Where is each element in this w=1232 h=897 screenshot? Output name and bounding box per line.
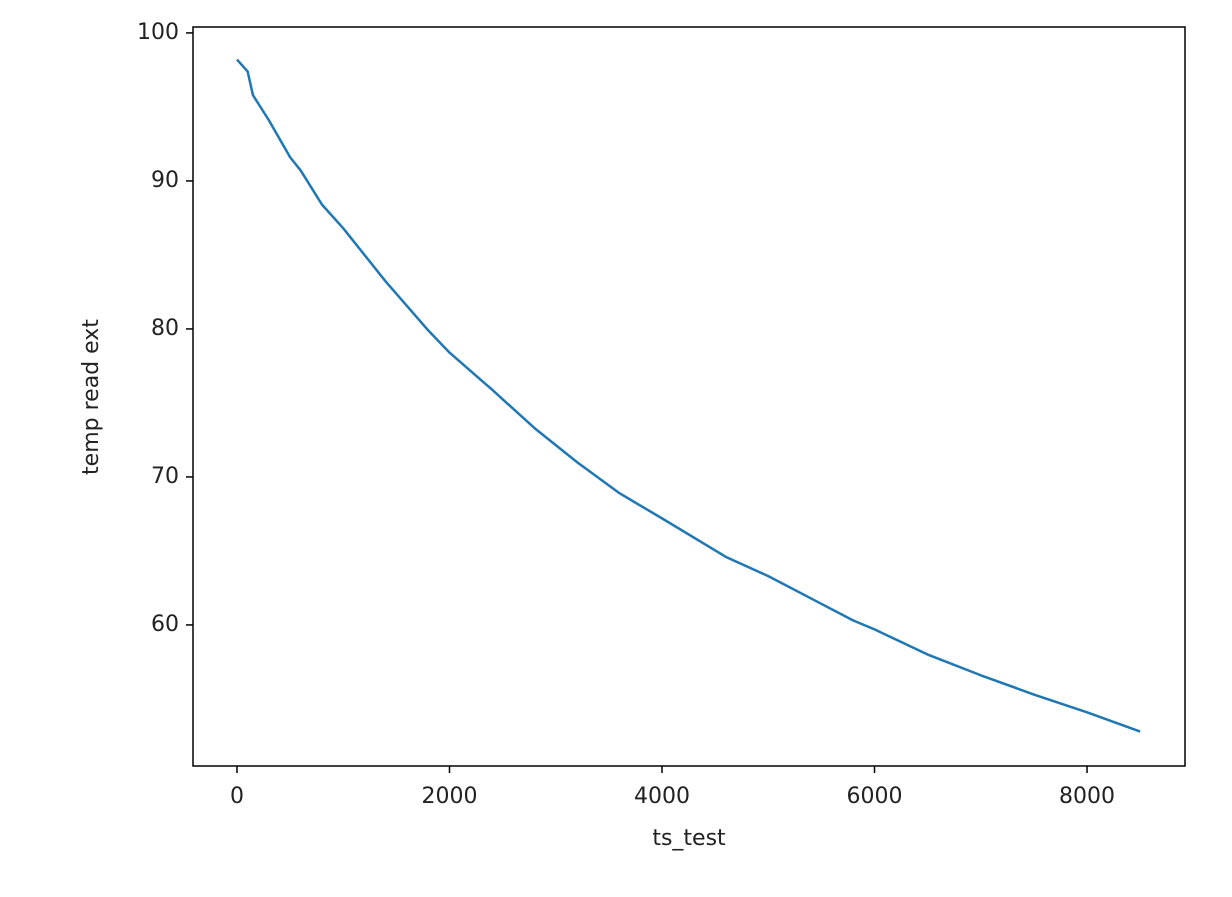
y-tick-label: 60 [151, 612, 179, 637]
y-tick-label: 100 [137, 20, 179, 45]
x-tick-label: 4000 [634, 784, 690, 809]
y-tick-label: 80 [151, 316, 179, 341]
x-tick-label: 0 [230, 784, 244, 809]
x-tick-label: 2000 [422, 784, 478, 809]
line-series [236, 58, 1141, 733]
y-tick-label: 90 [151, 168, 179, 193]
x-tick-label: 6000 [847, 784, 903, 809]
y-axis-label: temp read ext [79, 319, 104, 475]
y-tick-label: 70 [151, 464, 179, 489]
x-axis-label: ts_test [652, 826, 726, 851]
plot-frame [192, 26, 1186, 767]
x-tick-label: 8000 [1059, 784, 1115, 809]
